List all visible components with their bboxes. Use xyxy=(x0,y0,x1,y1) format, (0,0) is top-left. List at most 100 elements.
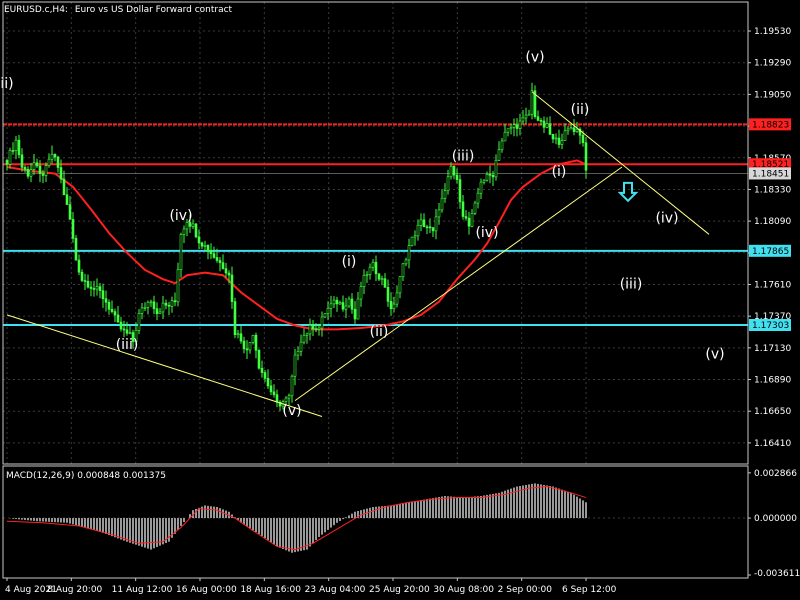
candle-body xyxy=(272,391,276,395)
candle-body xyxy=(356,298,360,320)
candle-body xyxy=(14,139,18,152)
candle-body xyxy=(473,202,477,214)
trendline xyxy=(531,91,710,235)
candle-body xyxy=(224,268,228,274)
candle-body xyxy=(5,160,9,165)
candle-body xyxy=(413,235,417,238)
macd-y-tick-label: 0.000000 xyxy=(754,514,797,524)
x-tick-label: 18 Aug 16:00 xyxy=(240,585,301,595)
candle-body xyxy=(95,286,99,290)
candle-body xyxy=(86,280,90,288)
candle-body xyxy=(449,165,453,178)
candle-body xyxy=(467,217,471,227)
main-frame xyxy=(2,1,749,465)
candle-body xyxy=(251,334,255,343)
candle-body xyxy=(332,299,336,305)
candle-body xyxy=(422,219,426,228)
candle-body xyxy=(584,142,588,171)
candle-body xyxy=(446,176,450,192)
candle-body xyxy=(62,178,66,196)
candle-body xyxy=(416,224,420,237)
candle-body xyxy=(314,328,318,331)
candle-body xyxy=(113,311,117,316)
candle-body xyxy=(131,332,135,342)
candle-body xyxy=(233,301,237,336)
level-price-label: 1.18451 xyxy=(752,169,789,179)
candle-body xyxy=(323,313,327,318)
candle-body xyxy=(134,329,138,342)
candle-body xyxy=(398,276,402,294)
candle-body xyxy=(74,238,78,261)
candle-body xyxy=(380,278,384,280)
candle-body xyxy=(533,90,537,118)
candle-body xyxy=(542,120,546,128)
candle-body xyxy=(386,287,390,302)
candle-body xyxy=(266,378,270,387)
candle-body xyxy=(362,274,366,287)
wave-label: (v) xyxy=(525,49,544,65)
candle-body xyxy=(119,321,123,330)
candle-body xyxy=(560,140,564,145)
price-axis: 1.195301.192901.190501.188101.185701.183… xyxy=(748,27,791,449)
main-grid xyxy=(3,2,748,464)
candle-body xyxy=(221,262,225,269)
signal-line xyxy=(6,486,587,551)
chart-title: EURUSD.c,H4: Euro vs US Dollar Forward c… xyxy=(4,5,233,15)
level-price-box xyxy=(749,244,791,257)
wave-label: (ii) xyxy=(370,324,389,340)
candle-body xyxy=(383,278,387,288)
candle-body xyxy=(452,165,456,176)
wave-label: (iii) xyxy=(452,148,475,164)
candle-body xyxy=(461,201,465,217)
x-tick-label: 23 Aug 04:00 xyxy=(305,585,366,595)
candle-body xyxy=(566,128,570,132)
candle-body xyxy=(515,124,519,129)
macd-histogram xyxy=(9,483,587,553)
candle-body xyxy=(317,327,321,330)
candle-body xyxy=(305,333,309,336)
candle-body xyxy=(419,219,423,226)
wave-label: (i) xyxy=(342,254,357,270)
y-tick-label: 1.18330 xyxy=(754,185,791,195)
candle-body xyxy=(563,130,567,141)
wave-label: (i) xyxy=(552,164,567,180)
candle-body xyxy=(263,372,267,379)
candle-body xyxy=(374,261,378,275)
candle-body xyxy=(434,216,438,232)
candle-body xyxy=(167,304,171,307)
candle-body xyxy=(404,259,408,265)
macd-frame xyxy=(2,465,749,579)
candle-body xyxy=(293,354,297,377)
candle-body xyxy=(203,245,207,247)
candle-body xyxy=(50,153,54,160)
candle-body xyxy=(440,197,444,211)
candle-body xyxy=(425,226,429,229)
candle-body xyxy=(188,222,192,227)
macd-signal-line xyxy=(6,486,587,551)
candle-body xyxy=(239,333,243,342)
candle-body xyxy=(227,272,231,276)
candle-body xyxy=(407,245,411,261)
candle-body xyxy=(548,123,552,135)
wave-label: (iv) xyxy=(475,225,498,241)
candle-body xyxy=(578,128,582,136)
candle-body xyxy=(11,150,15,152)
candle-body xyxy=(182,228,186,235)
candle-body xyxy=(155,308,159,315)
candle-body xyxy=(23,167,27,170)
y-tick-label: 1.16410 xyxy=(754,439,791,449)
level-price-label: 1.18521 xyxy=(752,160,789,170)
symbol-label: EURUSD.c,H4: xyxy=(4,5,68,15)
level-price-label: 1.17865 xyxy=(752,247,789,257)
y-tick-label: 1.17370 xyxy=(754,312,791,322)
candle-body xyxy=(470,213,474,227)
candle-body xyxy=(341,302,345,310)
candle-body xyxy=(488,174,492,176)
candle-body xyxy=(230,274,234,302)
candle-body xyxy=(551,133,555,140)
candle-body xyxy=(170,300,174,307)
candle-body xyxy=(506,128,510,133)
wave-labels: ii) (iii) (iv) (v) (i) (ii) (iii) (iv) (v) (ii) (i… xyxy=(0,49,724,419)
candle-body xyxy=(104,298,108,303)
